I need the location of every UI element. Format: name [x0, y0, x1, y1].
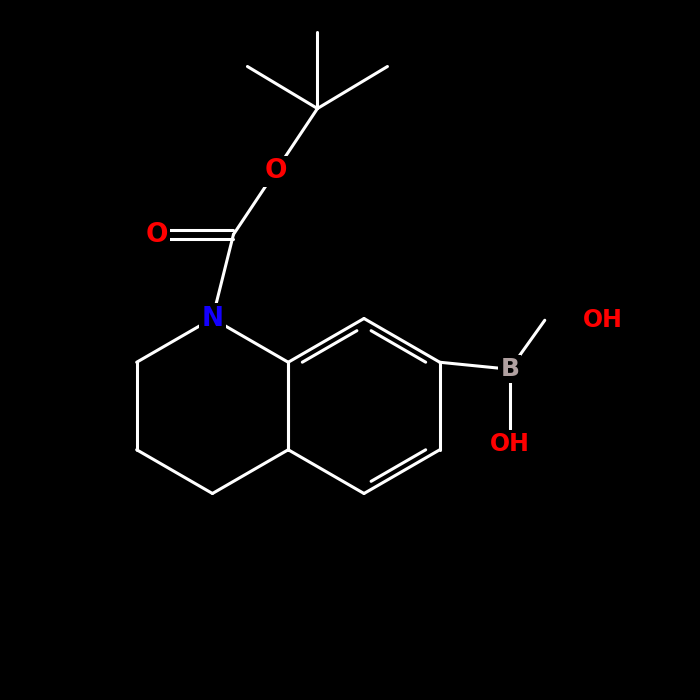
Text: O: O	[264, 158, 287, 185]
Text: OH: OH	[490, 432, 530, 456]
Text: N: N	[202, 305, 223, 332]
Text: O: O	[145, 221, 168, 248]
Text: B: B	[500, 357, 519, 382]
Text: OH: OH	[583, 308, 623, 332]
